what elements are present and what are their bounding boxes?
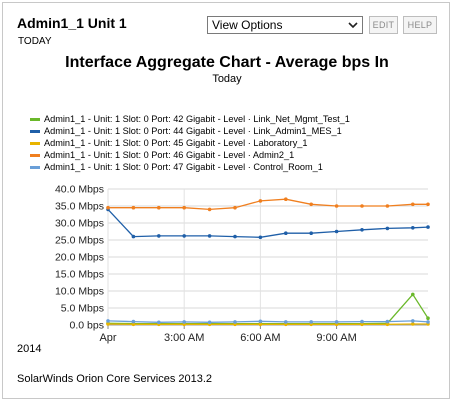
data-point [426, 316, 430, 321]
data-point [309, 231, 314, 235]
legend-label: Admin1_1 - Unit: 1 Slot: 0 Port: 47 Giga… [44, 162, 323, 172]
y-tick-label: 20.0 Mbps [55, 252, 104, 264]
y-tick-label: 35.0 Mbps [55, 201, 104, 213]
data-point [233, 234, 237, 239]
data-point [385, 226, 390, 231]
data-point [131, 322, 136, 327]
data-point [284, 197, 288, 201]
data-point [334, 320, 339, 324]
y-tick-label: 40.0 Mbps [55, 184, 104, 196]
data-point [426, 202, 430, 207]
data-point [258, 199, 263, 203]
chevron-down-icon [347, 18, 359, 32]
legend-swatch [30, 154, 40, 157]
data-point [385, 204, 390, 208]
data-point [360, 204, 364, 208]
data-point [284, 320, 288, 324]
legend-swatch [30, 118, 40, 121]
data-point [360, 228, 364, 232]
data-point [385, 319, 390, 324]
data-point [157, 205, 161, 210]
y-tick-label: 5.0 Mbps [61, 303, 104, 315]
y-tick-label: 0.0 bps [70, 320, 104, 332]
legend-swatch [30, 142, 40, 145]
view-options-select[interactable]: View Options [207, 16, 363, 34]
data-point [426, 225, 430, 229]
data-point [131, 234, 136, 239]
data-point [157, 234, 161, 238]
data-point [411, 226, 415, 230]
data-point [258, 235, 263, 240]
data-point [106, 322, 110, 326]
data-point [411, 202, 415, 207]
chart-subtitle: Today [212, 73, 242, 85]
data-point [411, 322, 415, 326]
resource-panel [2, 2, 450, 399]
series-line [107, 208, 429, 238]
data-point [157, 320, 161, 325]
data-point [233, 205, 237, 210]
data-point [182, 320, 186, 324]
series-line [107, 320, 429, 323]
series-line [107, 293, 429, 325]
footer-product: SolarWinds Orion Core Services 2013.2 [17, 373, 213, 385]
data-point [233, 320, 237, 324]
data-point [131, 319, 136, 324]
data-point [334, 229, 339, 234]
y-tick-label: 10.0 Mbps [55, 286, 104, 298]
legend-label: Admin1_1 - Unit: 1 Slot: 0 Port: 44 Giga… [44, 126, 342, 136]
x-tick-label: 3:00 AM [164, 332, 204, 344]
edit-button[interactable]: EDIT [369, 16, 398, 34]
data-point [360, 319, 364, 324]
year-label: 2014 [17, 343, 42, 355]
x-tick-label: 9:00 AM [316, 332, 356, 344]
data-point [207, 234, 212, 238]
data-point [360, 322, 364, 327]
x-tick-label: 6:00 AM [240, 332, 280, 344]
chart-title: Interface Aggregate Chart - Average bps … [65, 54, 389, 71]
legend-label: Admin1_1 - Unit: 1 Slot: 0 Port: 42 Giga… [44, 114, 350, 124]
data-point [284, 231, 288, 235]
data-point [411, 319, 415, 323]
view-options-label: View Options [212, 18, 283, 32]
data-point [182, 234, 186, 238]
data-point [131, 205, 136, 210]
legend-swatch [30, 166, 40, 169]
data-point [309, 202, 314, 207]
y-tick-label: 15.0 Mbps [55, 269, 104, 281]
data-point [385, 322, 390, 327]
y-tick-label: 30.0 Mbps [55, 218, 104, 230]
legend-swatch [30, 130, 40, 133]
data-point [258, 319, 263, 324]
data-point [182, 205, 186, 210]
help-button[interactable]: HELP [403, 16, 437, 34]
series-line [108, 198, 428, 211]
resource-title: Admin1_1 Unit 1 [17, 15, 127, 31]
data-point [207, 320, 212, 325]
data-point [411, 292, 415, 297]
data-point [309, 320, 314, 324]
y-tick-label: 25.0 Mbps [55, 235, 104, 247]
data-point [426, 320, 430, 324]
resource-subtitle: TODAY [18, 36, 52, 47]
x-tick-label: Apr [99, 332, 116, 344]
data-point [258, 322, 263, 327]
data-point [334, 204, 339, 208]
legend-label: Admin1_1 - Unit: 1 Slot: 0 Port: 46 Giga… [44, 150, 295, 160]
data-point [106, 205, 110, 210]
legend-label: Admin1_1 - Unit: 1 Slot: 0 Port: 45 Giga… [44, 138, 308, 148]
data-point [106, 319, 110, 323]
data-point [207, 207, 212, 212]
